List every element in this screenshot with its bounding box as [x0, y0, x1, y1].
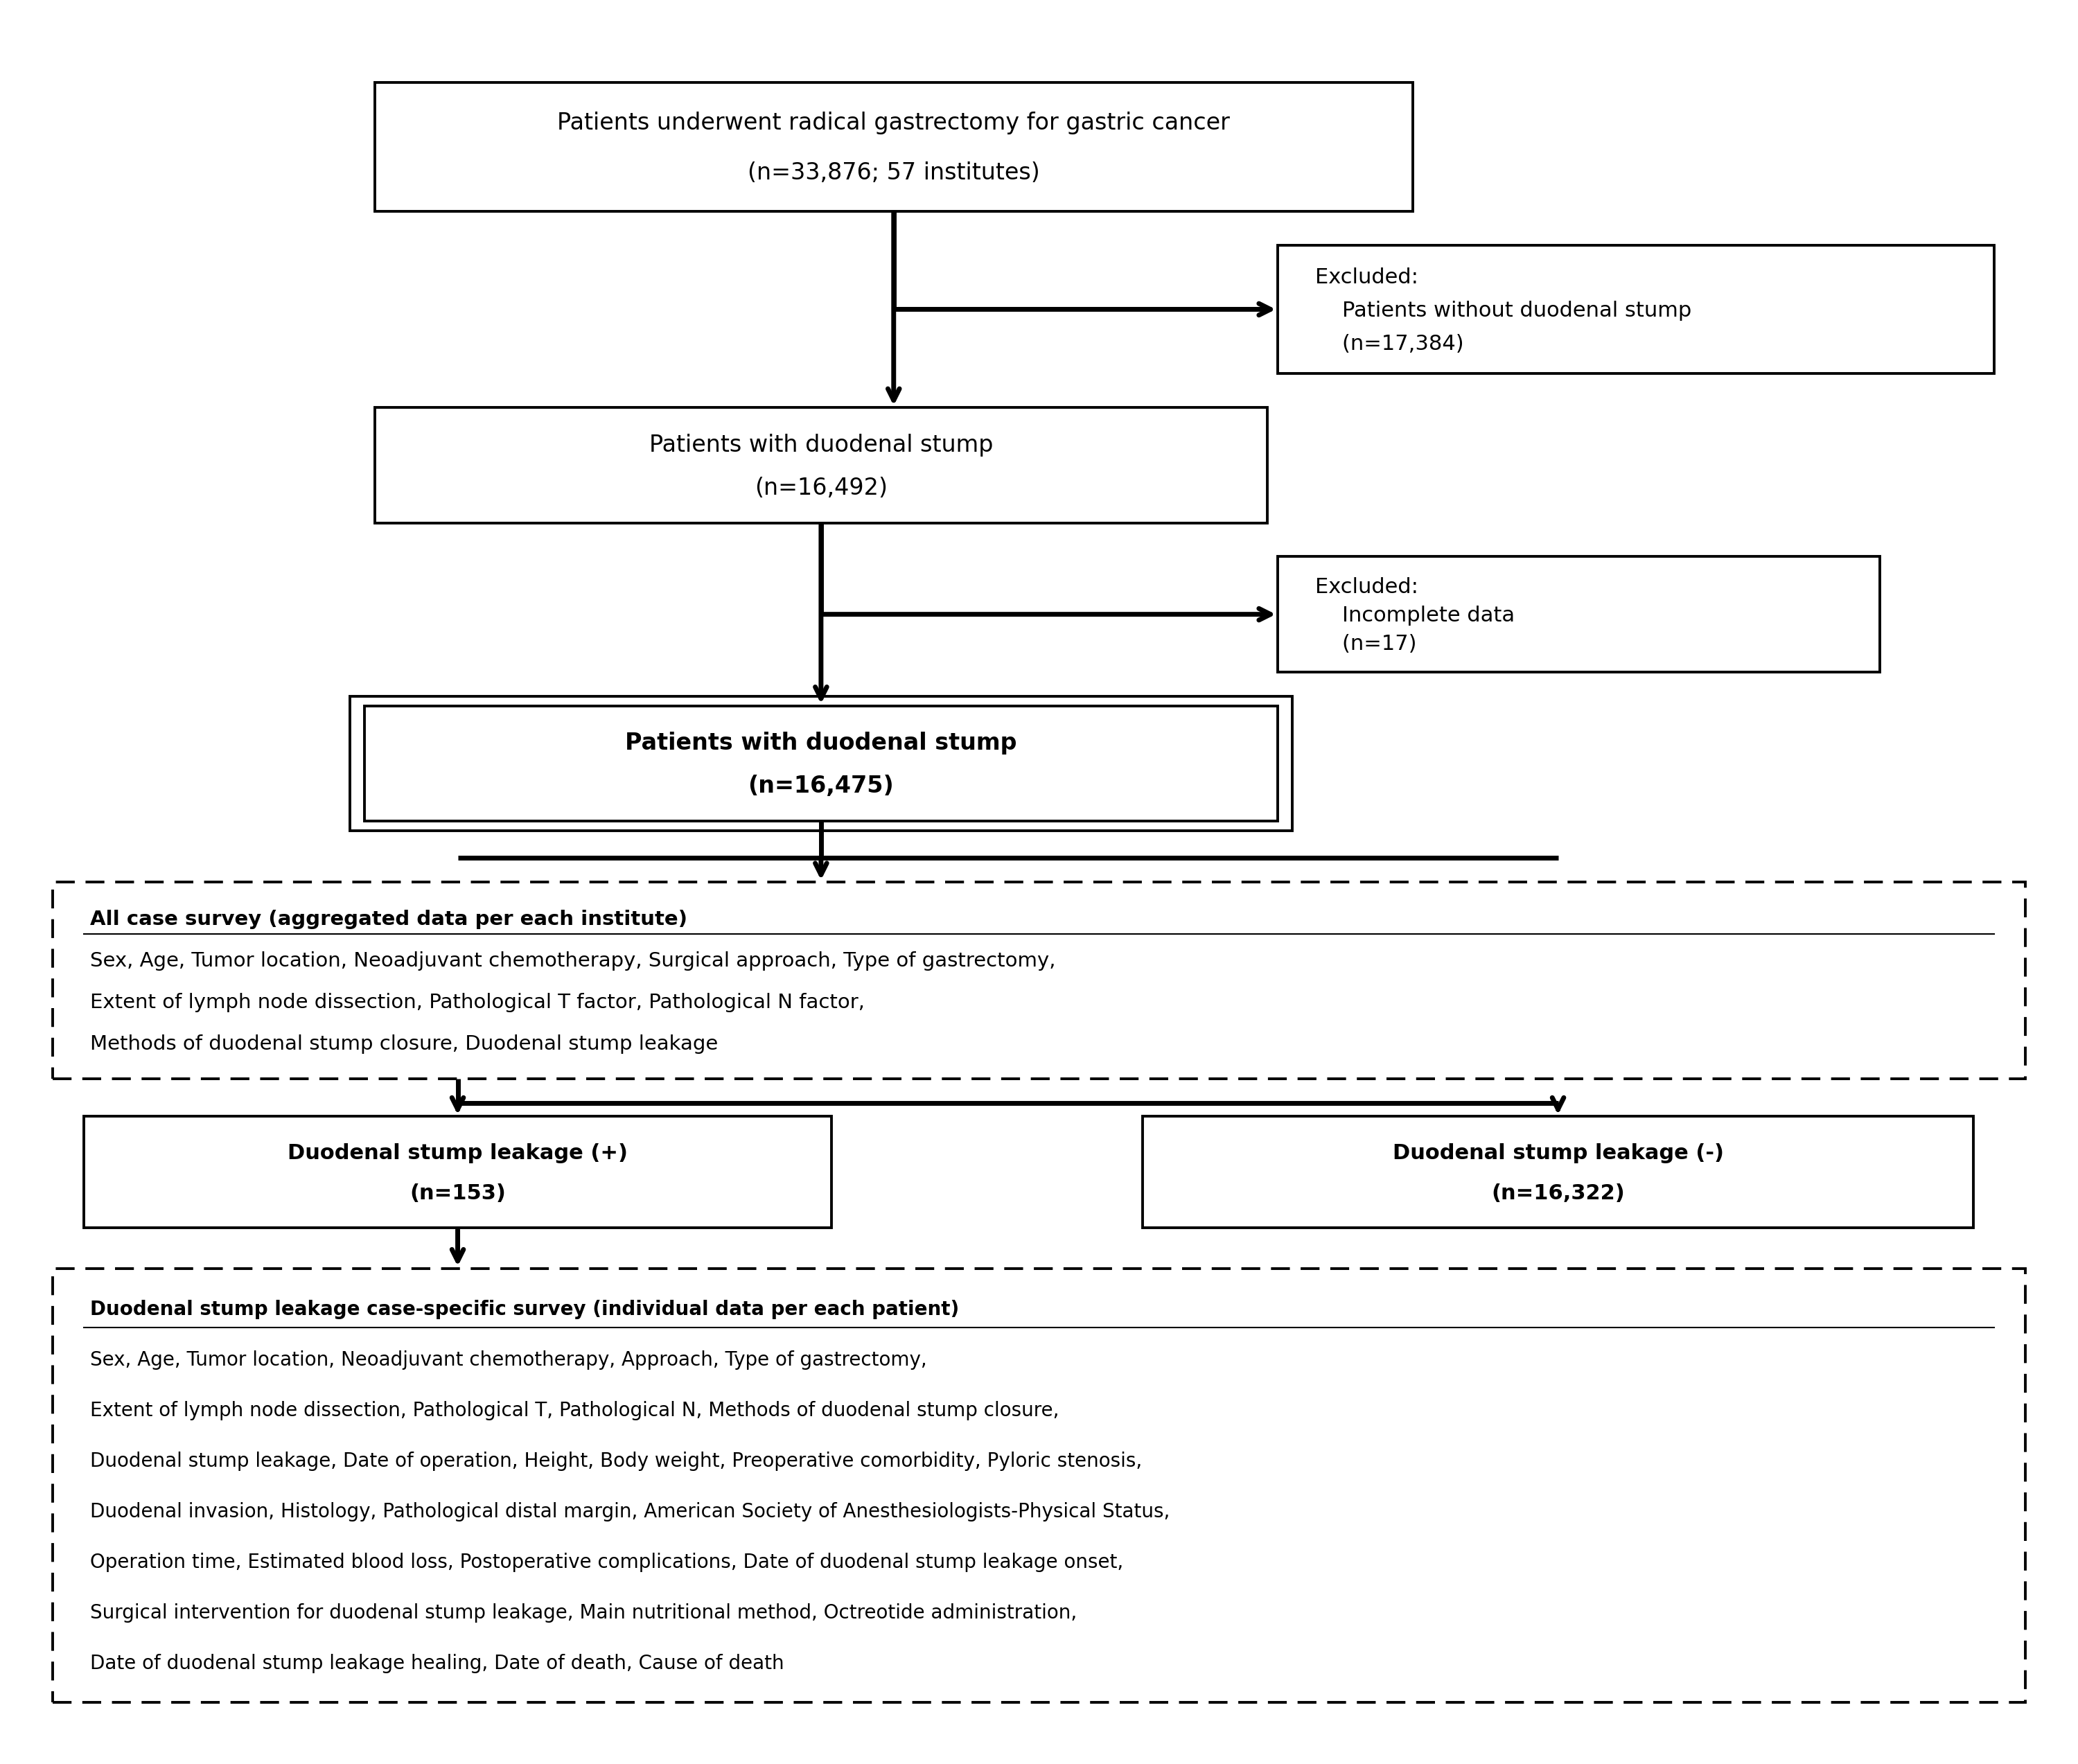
- Text: (n=153): (n=153): [409, 1184, 505, 1203]
- Bar: [364, 706, 1278, 820]
- Text: Patients underwent radical gastrectomy for gastric cancer: Patients underwent radical gastrectomy f…: [557, 111, 1230, 134]
- Text: (n=16,322): (n=16,322): [1492, 1184, 1625, 1203]
- Text: All case survey (aggregated data per each institute): All case survey (aggregated data per eac…: [89, 910, 688, 930]
- Text: Incomplete data: Incomplete data: [1315, 605, 1515, 626]
- Text: Patients with duodenal stump: Patients with duodenal stump: [648, 434, 993, 457]
- Text: Duodenal stump leakage, Date of operation, Height, Body weight, Preoperative com: Duodenal stump leakage, Date of operatio…: [89, 1452, 1143, 1471]
- Bar: [1278, 245, 1995, 374]
- Text: Methods of duodenal stump closure, Duodenal stump leakage: Methods of duodenal stump closure, Duode…: [89, 1034, 719, 1053]
- Text: Patients with duodenal stump: Patients with duodenal stump: [625, 732, 1016, 755]
- Text: (n=16,492): (n=16,492): [754, 476, 887, 499]
- Bar: [1278, 557, 1881, 672]
- Text: (n=17,384): (n=17,384): [1315, 333, 1463, 355]
- Bar: [374, 407, 1268, 522]
- Bar: [52, 1268, 2026, 1702]
- Text: Duodenal invasion, Histology, Pathological distal margin, American Society of An: Duodenal invasion, Histology, Pathologic…: [89, 1503, 1170, 1522]
- Bar: [1143, 1117, 1974, 1228]
- Text: Surgical intervention for duodenal stump leakage, Main nutritional method, Octre: Surgical intervention for duodenal stump…: [89, 1603, 1076, 1623]
- Text: Duodenal stump leakage (+): Duodenal stump leakage (+): [287, 1143, 628, 1162]
- Text: Sex, Age, Tumor location, Neoadjuvant chemotherapy, Approach, Type of gastrectom: Sex, Age, Tumor location, Neoadjuvant ch…: [89, 1351, 927, 1371]
- Text: (n=16,475): (n=16,475): [748, 774, 894, 797]
- Bar: [374, 83, 1413, 212]
- Text: Date of duodenal stump leakage healing, Date of death, Cause of death: Date of duodenal stump leakage healing, …: [89, 1653, 783, 1672]
- Bar: [52, 882, 2026, 1078]
- Text: (n=17): (n=17): [1315, 633, 1417, 654]
- Text: Sex, Age, Tumor location, Neoadjuvant chemotherapy, Surgical approach, Type of g: Sex, Age, Tumor location, Neoadjuvant ch…: [89, 951, 1056, 970]
- Bar: [83, 1117, 831, 1228]
- Text: Duodenal stump leakage case-specific survey (individual data per each patient): Duodenal stump leakage case-specific sur…: [89, 1300, 960, 1319]
- Text: Excluded:: Excluded:: [1315, 268, 1419, 288]
- Text: Extent of lymph node dissection, Pathological T, Pathological N, Methods of duod: Extent of lymph node dissection, Patholo…: [89, 1401, 1060, 1420]
- Text: Excluded:: Excluded:: [1315, 577, 1419, 598]
- Text: Extent of lymph node dissection, Pathological T factor, Pathological N factor,: Extent of lymph node dissection, Patholo…: [89, 993, 864, 1013]
- Text: (n=33,876; 57 institutes): (n=33,876; 57 institutes): [748, 161, 1039, 183]
- Bar: [349, 697, 1293, 831]
- Text: Operation time, Estimated blood loss, Postoperative complications, Date of duode: Operation time, Estimated blood loss, Po…: [89, 1552, 1124, 1572]
- Text: Patients without duodenal stump: Patients without duodenal stump: [1315, 300, 1691, 321]
- Text: Duodenal stump leakage (-): Duodenal stump leakage (-): [1392, 1143, 1723, 1162]
